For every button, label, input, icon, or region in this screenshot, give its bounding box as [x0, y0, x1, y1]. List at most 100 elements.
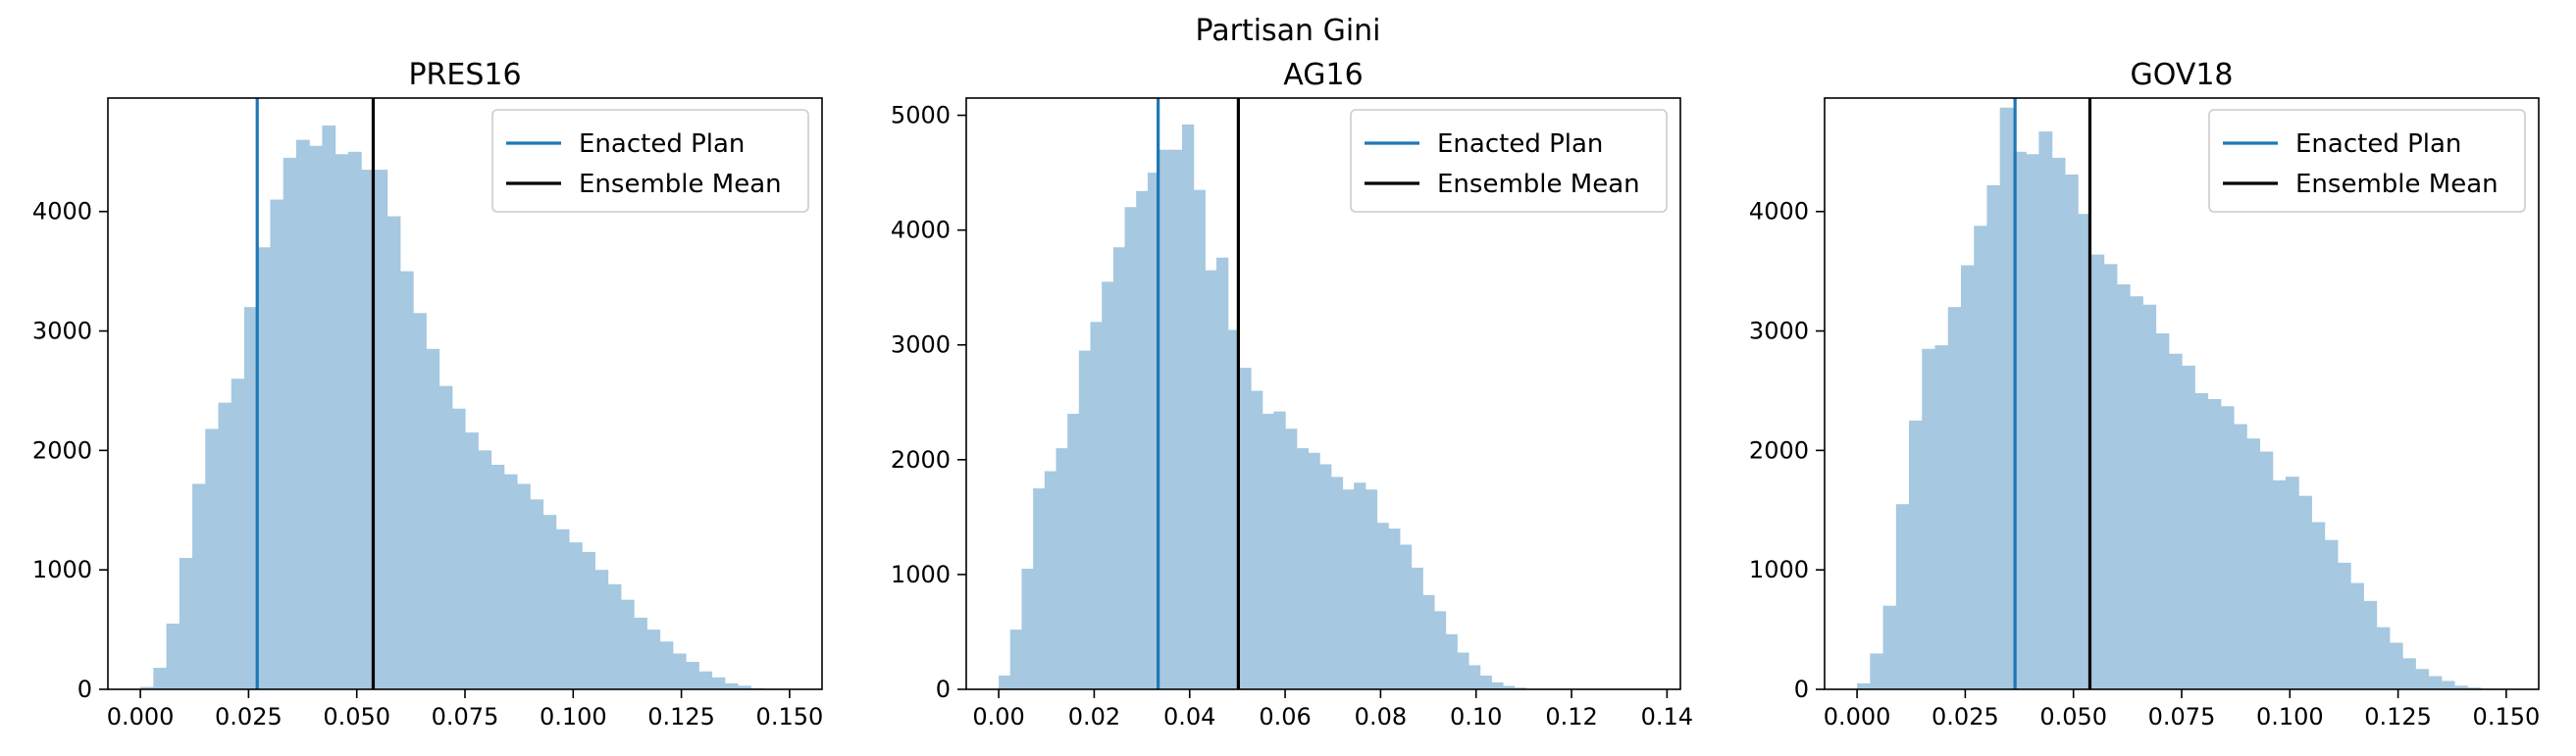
histogram-bar	[2272, 479, 2287, 689]
x-tick-label: 0.025	[215, 703, 283, 731]
histogram-bar	[1986, 184, 2001, 689]
histogram-bar	[413, 313, 427, 689]
histogram-bar	[386, 216, 401, 689]
histogram-bar	[1021, 569, 1034, 689]
histogram-bar	[2415, 669, 2430, 689]
histogram-bar	[1067, 413, 1080, 689]
histogram-bar	[205, 428, 220, 689]
x-tick-label: 0.00	[972, 703, 1024, 731]
x-tick-label: 0.125	[647, 703, 715, 731]
legend-enacted-plan-label: Enacted Plan	[2295, 129, 2461, 159]
histogram-bar	[1999, 107, 2014, 689]
histogram-bar	[2259, 451, 2274, 689]
legend-box	[1350, 109, 1668, 213]
histogram-bar	[1124, 207, 1137, 690]
histogram-bar	[2428, 676, 2443, 689]
histogram-bar	[2324, 539, 2339, 689]
x-tick-label: 0.050	[323, 703, 390, 731]
histogram-bar	[1468, 665, 1481, 689]
histogram-bar	[1102, 281, 1114, 689]
histogram-bar	[2233, 424, 2247, 689]
x-tick-label: 0.050	[2039, 703, 2107, 731]
histogram-bar	[1479, 675, 1492, 689]
histogram-bar	[1857, 682, 1871, 689]
histogram-bar	[1009, 630, 1023, 689]
y-tick-label: 3000	[32, 318, 92, 345]
x-tick-label: 0.100	[2256, 703, 2324, 731]
histogram-bar	[309, 145, 323, 690]
histogram-bar	[426, 348, 440, 689]
y-tick-label: 1000	[891, 561, 951, 588]
x-tick-label: 0.08	[1355, 703, 1407, 731]
histogram-bar	[1136, 190, 1149, 689]
y-tick-label: 2000	[1749, 436, 1809, 464]
histogram-bar	[2026, 154, 2039, 689]
histogram-bar	[646, 630, 661, 689]
histogram-bar	[1239, 368, 1252, 689]
y-tick-label: 4000	[891, 217, 951, 244]
x-tick-label: 0.10	[1450, 703, 1502, 731]
histogram-bar	[737, 685, 751, 689]
histogram-bar	[2182, 365, 2195, 689]
histogram-bar	[2363, 600, 2378, 689]
histogram-bar	[2220, 406, 2235, 689]
histogram-bar	[1376, 523, 1389, 689]
histogram-bar	[2402, 658, 2416, 689]
x-tick-label: 0.075	[2148, 703, 2216, 731]
histogram-bar	[1342, 489, 1355, 689]
legend-box	[491, 109, 809, 213]
histogram-bar	[2337, 562, 2351, 689]
y-tick-label: 1000	[32, 556, 92, 583]
axes-frame	[965, 97, 1681, 690]
histogram-bar	[1033, 488, 1046, 689]
legend-ensemble-mean-label: Ensemble Mean	[579, 170, 782, 199]
x-tick-label: 0.025	[1932, 703, 1999, 731]
histogram-bar	[322, 126, 336, 689]
histogram-bar	[1399, 544, 1413, 689]
histogram-bar	[1181, 124, 1195, 690]
histogram-bar	[607, 583, 622, 689]
histogram-bar	[686, 661, 699, 689]
histogram-bar	[438, 385, 453, 689]
histogram-bar	[1433, 611, 1447, 689]
histogram-bar	[1870, 653, 1884, 689]
x-tick-label: 0.02	[1068, 703, 1120, 731]
histogram-bar	[361, 170, 375, 690]
histogram-bar	[1445, 633, 1458, 689]
histogram-bar	[516, 483, 531, 689]
histogram-bar	[1330, 477, 1344, 689]
histogram-bar	[2078, 214, 2091, 689]
histogram-bar	[1354, 482, 1366, 689]
histogram-bar	[1422, 594, 1435, 689]
histogram-bar	[999, 675, 1011, 689]
chart-title: PRES16	[408, 58, 521, 92]
y-tick-label: 3000	[1749, 318, 1809, 345]
histogram-bar	[1895, 504, 1910, 689]
legend-ensemble-mean-label: Ensemble Mean	[1437, 170, 1640, 199]
histogram-bar	[2285, 477, 2299, 689]
y-tick-label: 4000	[32, 198, 92, 226]
histogram-bar	[179, 558, 193, 689]
chart-panel-3: 0.000 0.025 0.050 0.075 0.100 0.125 0.150 0 1000…	[1749, 58, 2540, 731]
histogram-bar	[399, 271, 414, 689]
histogram-bar	[478, 450, 492, 689]
legend-box	[2208, 109, 2526, 213]
histogram-bar	[698, 671, 713, 689]
y-tick-label: 2000	[32, 436, 92, 464]
histogram-bar	[270, 199, 284, 690]
histogram-bar	[2207, 398, 2222, 689]
histogram-bar	[374, 170, 388, 690]
histogram-bar	[1308, 452, 1320, 689]
histogram-bar	[2142, 304, 2157, 689]
histogram-bar	[1974, 226, 1988, 689]
histogram-bar	[2467, 687, 2482, 689]
histogram-bar	[1514, 687, 1526, 689]
y-tick-label: 4000	[1749, 198, 1809, 226]
chart-panel-2: 0.00 0.02 0.04 0.06 0.08 0.10 0.12 0.14 0 1000 200…	[891, 58, 1693, 731]
histogram-bar	[1215, 257, 1229, 689]
x-tick-label: 0.000	[1824, 703, 1891, 731]
histogram-bar	[568, 542, 583, 689]
histogram-bar	[582, 551, 595, 689]
histogram-bar	[1285, 428, 1298, 689]
